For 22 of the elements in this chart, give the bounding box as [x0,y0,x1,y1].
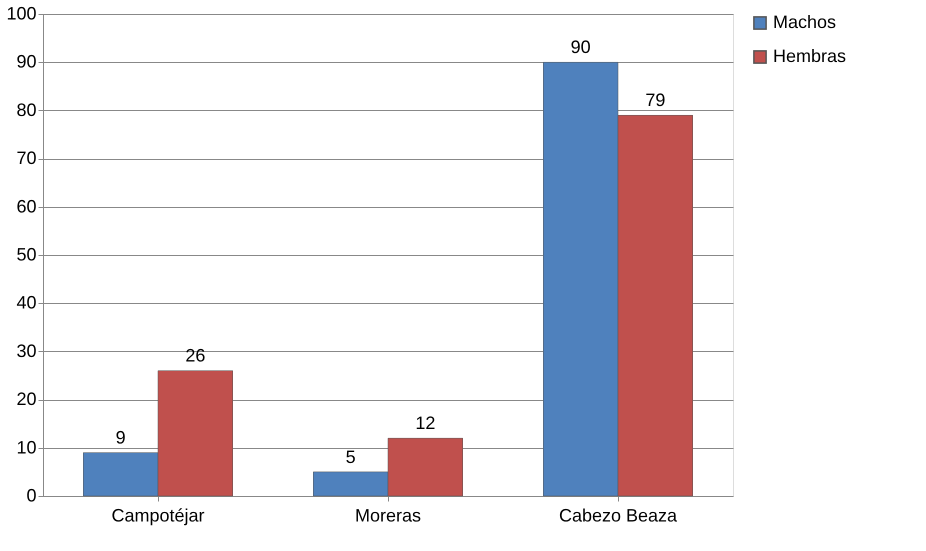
legend-label: Machos [773,12,836,32]
data-label: 5 [346,446,356,467]
x-tick-label: Moreras [354,506,422,526]
y-tick-label: 70 [16,148,36,168]
data-label: 79 [645,90,666,110]
y-tick-label: 40 [16,292,36,313]
y-tick-label: 50 [16,244,36,264]
data-label: 9 [116,428,126,448]
data-label: 12 [415,413,436,434]
y-tick-label: 100 [6,4,36,24]
legend-label: Hembras [773,46,846,66]
y-tick-label: 0 [26,486,36,506]
data-label: 90 [570,37,591,58]
y-tick-label: 80 [16,100,36,120]
y-tick-label: 90 [16,52,36,72]
x-tick-label: Cabezo Beaza [558,506,678,526]
data-label: 26 [185,346,206,366]
y-tick-label: 60 [16,196,36,216]
y-tick-label: 10 [16,437,36,458]
y-tick-label: 20 [16,389,36,410]
x-tick-label: Campotéjar [111,506,205,526]
y-tick-label: 30 [16,340,36,361]
